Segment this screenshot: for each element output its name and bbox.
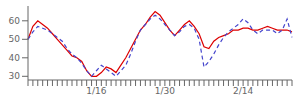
- svg-text:50: 50: [9, 34, 21, 44]
- svg-text:2/14: 2/14: [233, 86, 253, 96]
- svg-text:30: 30: [9, 71, 21, 81]
- svg-text:1/30: 1/30: [155, 86, 175, 96]
- svg-text:40: 40: [9, 53, 21, 63]
- svg-text:60: 60: [9, 16, 21, 26]
- svg-text:1/16: 1/16: [86, 86, 106, 96]
